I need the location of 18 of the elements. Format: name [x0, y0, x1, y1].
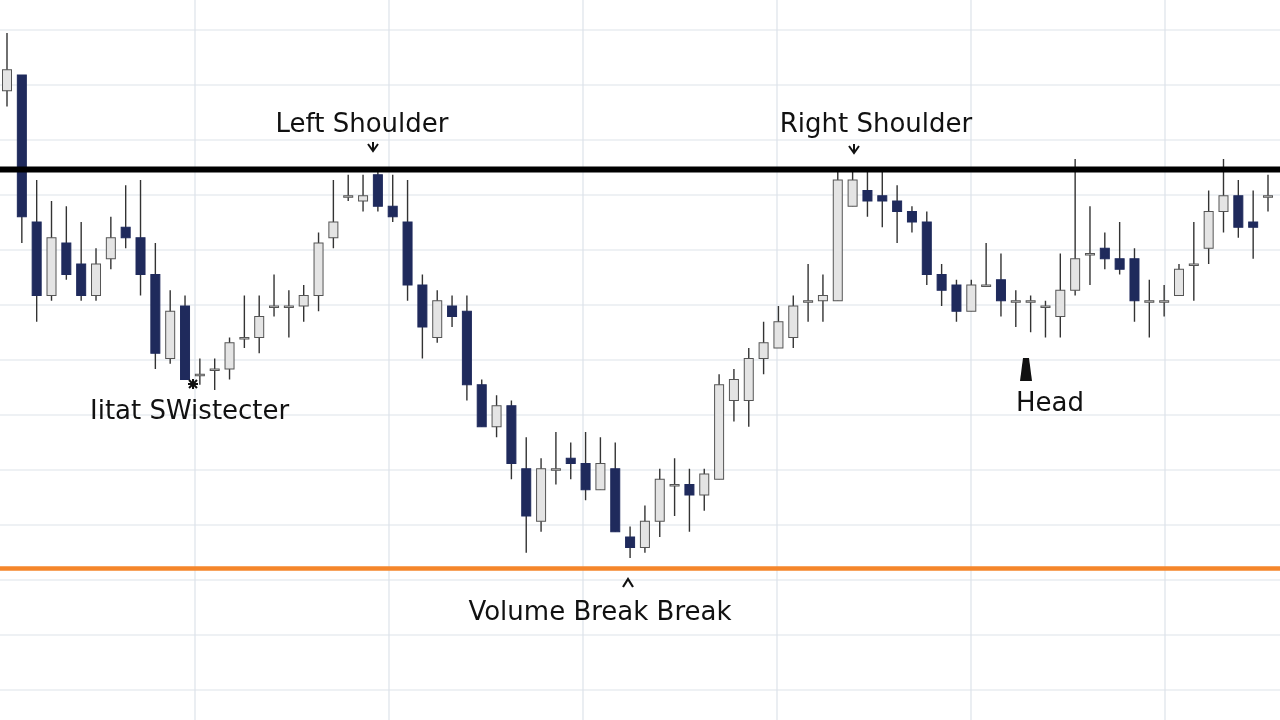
candlestick [1114, 221, 1125, 276]
candlestick [1248, 189, 1259, 260]
candlestick [1099, 231, 1110, 270]
candlestick [936, 263, 947, 307]
annotation: Left Shoulder [275, 108, 449, 138]
candlestick [995, 252, 1006, 318]
candlestick [565, 441, 576, 480]
candlestick [447, 294, 458, 328]
candlestick [120, 184, 131, 249]
candlestick [892, 184, 903, 244]
candlestick [906, 205, 917, 234]
annotation: Iitat SWistecter [90, 395, 290, 425]
annotation: Right Shoulder [779, 108, 973, 138]
candlestick [387, 174, 398, 223]
text: Volume Break Break [468, 596, 732, 626]
candlestick [625, 525, 636, 559]
annotation: Head [1016, 387, 1084, 417]
candlestick [684, 468, 695, 533]
